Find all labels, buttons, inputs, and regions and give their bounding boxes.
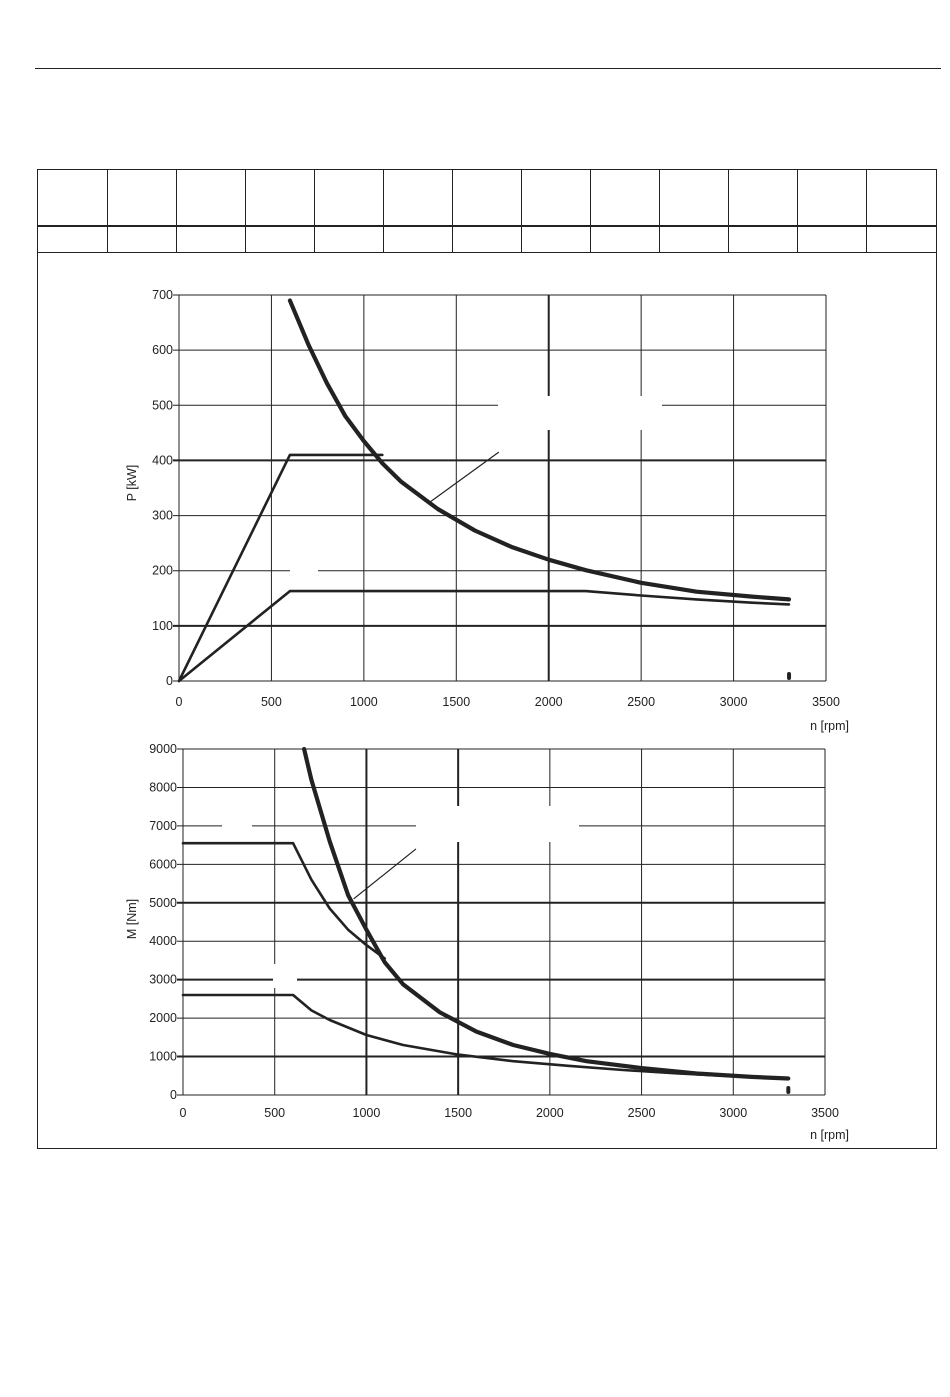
header-cell [866,170,936,227]
power-chart-x-tick-label: 500 [261,695,282,709]
torque-chart-x-tick-label: 500 [264,1106,285,1120]
torque-chart-x-axis-label: n [rpm] [810,1128,849,1142]
torque-chart-x-tick-label: 1500 [444,1106,472,1120]
torque-chart-x-tick-label: 2000 [536,1106,564,1120]
header-cell [520,170,591,227]
header-row-1 [38,170,936,227]
power-chart-x-axis-label: n [rpm] [810,719,849,733]
torque-chart-y-tick-label: 8000 [149,780,177,794]
torque-chart-series-0-line [302,746,791,1081]
torque-chart-x-tick-label: 3500 [811,1106,839,1120]
torque-chart-end-marker [786,1086,791,1094]
header-cell [659,170,729,227]
power-chart-y-tick-label: 700 [152,288,173,302]
header-cell [244,226,315,253]
top-rule [35,68,941,69]
header-cell [589,226,660,253]
power-chart-y-axis-label: P [kW] [125,465,139,502]
header-cell [797,226,867,253]
header-cell [244,170,315,227]
torque-chart-y-tick-label: 2000 [149,1011,177,1025]
power-chart-y-tick-label: 0 [166,674,173,688]
header-cell [382,170,453,227]
power-chart-y-tick-label: 600 [152,343,173,357]
header-cell [659,226,729,253]
header-table [38,170,936,253]
header-cell [38,170,108,227]
torque-chart-y-tick-label: 7000 [149,819,177,833]
power-chart-y-tick-label: 300 [152,509,173,523]
power-chart-x-tick-label: 2500 [627,695,655,709]
header-cell [451,170,522,227]
torque-label-gap [416,806,579,842]
header-cell [106,226,177,253]
power-chart-x-tick-label: 1000 [350,695,378,709]
torque-chart-y-tick-label: 3000 [149,973,177,987]
power-chart-series-0-line [287,298,792,602]
torque-chart-x-tick-label: 2500 [628,1106,656,1120]
power-chart-y-tick-label: 500 [152,398,173,412]
header-cell [38,226,108,253]
torque-chart-y-tick-label: 9000 [149,742,177,756]
torque-chart-leader-line [353,848,417,900]
header-cell [175,170,246,227]
power-chart-y-tick-label: 200 [152,564,173,578]
power-chart-x-tick-label: 2000 [535,695,563,709]
torque-label-gap [222,818,252,834]
power-chart-x-tick-label: 0 [176,695,183,709]
header-cell [106,170,177,227]
torque-chart-y-tick-label: 1000 [149,1050,177,1064]
torque-chart-y-tick-label: 5000 [149,896,177,910]
power-chart-y-tick-label: 100 [152,619,173,633]
power-chart-series-1-line [177,453,384,683]
torque-chart-x-tick-label: 1000 [353,1106,381,1120]
power-chart-end-marker [787,672,792,680]
torque-chart-x-tick-label: 0 [180,1106,187,1120]
header-row-2 [38,226,936,253]
power-chart-x-tick-label: 1500 [442,695,470,709]
header-cell [451,226,522,253]
header-cell [728,170,798,227]
header-cell [313,170,384,227]
header-cell [313,226,384,253]
torque-label-gap [273,964,297,988]
torque-chart-y-tick-label: 4000 [149,934,177,948]
torque-chart-series-1-line [181,841,387,960]
power-chart-x-tick-label: 3500 [812,695,840,709]
torque-chart-y-tick-label: 6000 [149,857,177,871]
power-chart-y-tick-label: 400 [152,453,173,467]
power-chart-x-tick-label: 3000 [720,695,748,709]
power-label-gap [290,562,318,580]
torque-chart-series-2-line [181,993,790,1080]
torque-chart-x-tick-label: 3000 [719,1106,747,1120]
torque-chart-y-tick-label: 0 [170,1088,177,1102]
power-chart-leader-line [430,451,500,503]
torque-chart-y-axis-label: M [Nm] [125,899,139,939]
header-cell [728,226,798,253]
header-cell [382,226,453,253]
power-label-gap [498,396,662,430]
header-cell [866,226,936,253]
power-chart-series-2-line [177,589,791,683]
header-cell [175,226,246,253]
header-cell [797,170,867,227]
figure-frame [37,169,937,1149]
header-cell [520,226,591,253]
header-cell [589,170,660,227]
